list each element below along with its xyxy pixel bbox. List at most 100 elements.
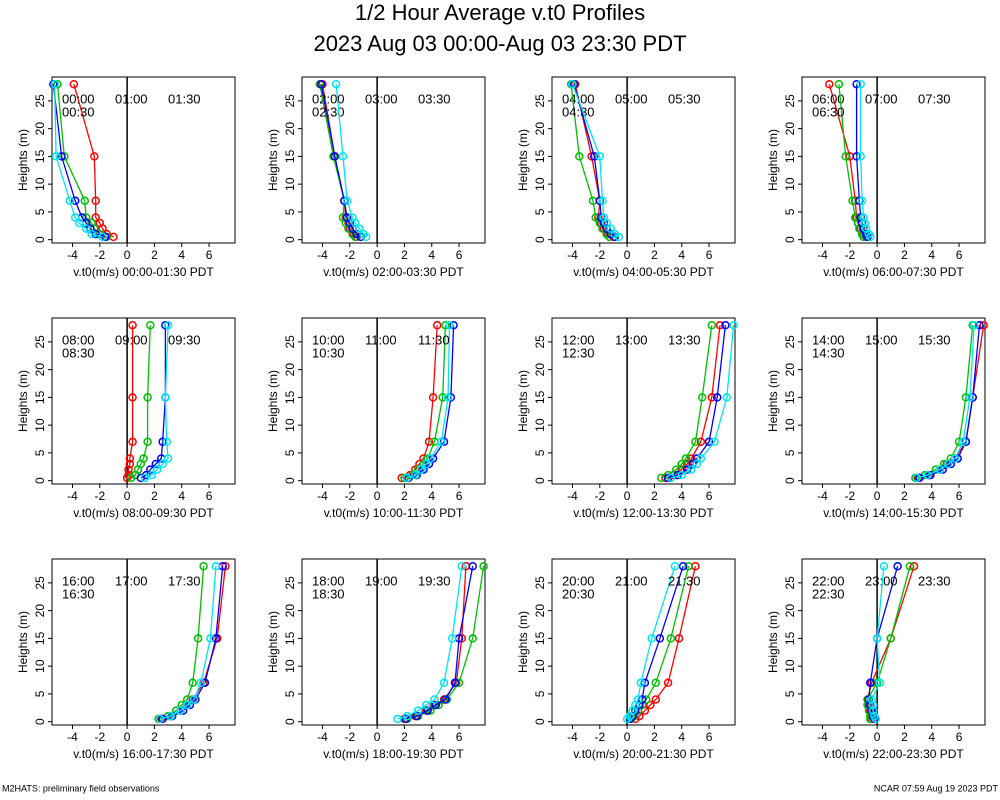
x-tick-label: 0 [624, 489, 631, 503]
profile-point [143, 437, 152, 447]
legend-label: 11:30 [418, 332, 450, 347]
profile-point [90, 152, 99, 161]
profile-point [428, 393, 438, 402]
plot-frame [301, 76, 486, 244]
profile-point [666, 473, 676, 483]
legend-label: 12:00 [562, 332, 595, 347]
profile-point [91, 196, 100, 206]
x-tick-label: 0 [124, 730, 131, 744]
y-tick-label: 10 [283, 418, 297, 432]
x-tick-label: 0 [124, 489, 131, 503]
x-tick-label: 2 [401, 730, 408, 744]
profile-point [60, 152, 69, 161]
profile-point [422, 700, 431, 710]
profile-point [155, 714, 165, 724]
profile-line [916, 325, 975, 479]
legend-label: 18:00 [312, 573, 345, 588]
x-axis-label: v.t0(m/s) 14:00-15:30 PDT [823, 506, 964, 520]
legend-label: 04:30 [562, 104, 595, 119]
profile-point [457, 561, 467, 571]
legend-label: 10:00 [312, 332, 345, 347]
profile-point [684, 561, 693, 571]
profile-point [863, 700, 872, 710]
profile-point [674, 634, 684, 643]
profile-line [159, 566, 217, 720]
profile-point [721, 320, 730, 330]
profile-point [152, 465, 162, 474]
x-tick-label: 6 [456, 489, 463, 503]
profile-point [87, 218, 96, 228]
y-tick-label: 0 [783, 718, 797, 725]
profile-line [397, 566, 463, 720]
y-tick-label: 5 [533, 690, 547, 697]
y-tick-label: 25 [33, 94, 47, 108]
profile-point [651, 695, 661, 704]
profile-point [834, 79, 844, 89]
x-tick-label: 6 [706, 489, 713, 503]
x-tick-label: -4 [817, 248, 828, 262]
x-tick-label: 4 [178, 730, 185, 744]
plot-frame [551, 558, 736, 726]
profile-point [57, 152, 66, 161]
profile-point [575, 152, 584, 161]
x-tick-label: 0 [374, 248, 381, 262]
x-axis-label: v.t0(m/s) 00:00-01:30 PDT [73, 265, 214, 279]
profile-point [722, 393, 732, 402]
x-tick-label: 0 [374, 730, 381, 744]
x-tick-label: -2 [344, 248, 355, 262]
y-tick-label: 20 [533, 604, 547, 618]
profile-point [875, 678, 885, 688]
legend-label: 16:30 [62, 586, 95, 601]
profile-point [87, 229, 96, 239]
profile-point [909, 561, 919, 571]
profile-point [69, 79, 79, 89]
y-tick-label: 0 [283, 236, 297, 243]
profile-point [206, 634, 215, 643]
profile-point [855, 196, 864, 206]
y-tick-label: 5 [283, 208, 297, 215]
y-tick-label: 15 [533, 149, 547, 163]
profile-point [95, 218, 105, 228]
legend-label: 06:30 [812, 104, 845, 119]
x-tick-label: 0 [874, 248, 881, 262]
y-tick-label: 10 [533, 418, 547, 432]
plot-frame [551, 317, 736, 485]
legend-label: 18:30 [312, 586, 345, 601]
y-tick-label: 25 [283, 94, 297, 108]
y-tick-label: 10 [533, 659, 547, 673]
profile-point [681, 454, 691, 463]
profile-point [859, 213, 868, 222]
legend-label: 21:00 [615, 573, 648, 588]
profile-point [70, 213, 80, 222]
x-tick-label: 6 [956, 730, 963, 744]
profile-point [707, 393, 717, 402]
x-tick-label: 4 [678, 489, 685, 503]
y-tick-label: 10 [33, 659, 47, 673]
x-tick-label: -2 [844, 248, 855, 262]
profile-point [177, 700, 186, 710]
profile-point [691, 437, 700, 447]
profile-point [161, 320, 170, 330]
profile-point [712, 393, 722, 402]
profile-point [330, 152, 340, 161]
profile-point [91, 213, 100, 222]
y-tick-label: 15 [783, 390, 797, 404]
y-axis-label: Heights (m) [266, 129, 280, 191]
x-tick-label: -2 [344, 730, 355, 744]
x-tick-label: 4 [178, 248, 185, 262]
y-tick-label: 5 [33, 690, 47, 697]
profile-point [355, 224, 364, 233]
profile-point [606, 224, 615, 233]
legend-label: 02:00 [312, 91, 345, 106]
profile-point [950, 454, 960, 463]
y-tick-label: 25 [783, 576, 797, 590]
legend-label: 09:30 [168, 332, 201, 347]
profile-point [861, 224, 871, 233]
x-tick-label: -2 [344, 489, 355, 503]
legend-label: 01:30 [168, 91, 201, 106]
y-tick-label: 20 [33, 604, 47, 618]
legend-label: 13:30 [668, 332, 701, 347]
profile-point [886, 634, 896, 643]
profile-point [193, 634, 203, 643]
legend-label: 03:00 [365, 91, 398, 106]
